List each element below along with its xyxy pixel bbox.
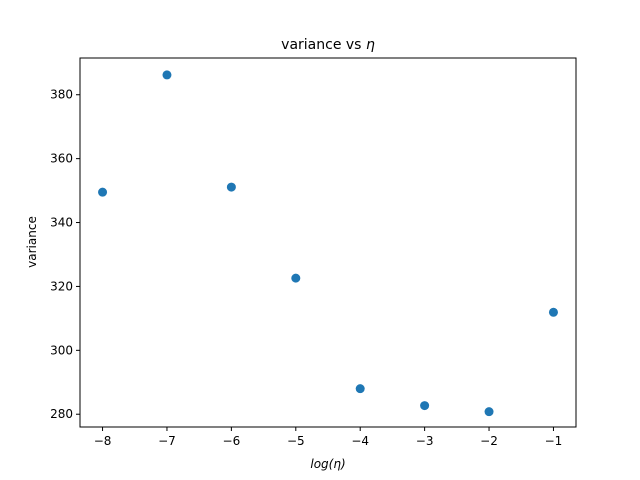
- data-point: [291, 273, 301, 283]
- x-tick-label: −2: [480, 434, 498, 448]
- data-points: [98, 70, 558, 417]
- data-point: [355, 384, 365, 394]
- chart-title-symbol: η: [366, 37, 375, 53]
- chart-title-text: variance vs: [281, 37, 366, 53]
- y-axis: 280 300 320 340 360 380: [50, 88, 80, 421]
- x-axis: −8 −7 −6 −5 −4 −3 −2 −1: [94, 427, 563, 448]
- x-axis-label: log(η): [310, 457, 345, 471]
- x-tick-label: −3: [416, 434, 434, 448]
- x-tick-label: −4: [351, 434, 369, 448]
- data-point: [162, 70, 172, 80]
- x-tick-label: −7: [158, 434, 176, 448]
- chart-title: variance vs η: [281, 37, 375, 53]
- data-point: [98, 187, 108, 197]
- y-tick-label: 320: [50, 279, 73, 293]
- y-axis-label: variance: [25, 216, 39, 268]
- x-tick-label: −1: [545, 434, 563, 448]
- data-point: [420, 401, 430, 411]
- y-tick-label: 380: [50, 88, 73, 102]
- plot-area-frame: [79, 57, 577, 428]
- x-tick-label: −8: [94, 434, 112, 448]
- y-tick-label: 300: [50, 343, 73, 357]
- data-point: [548, 307, 558, 317]
- y-tick-label: 340: [50, 216, 73, 230]
- y-tick-label: 360: [50, 152, 73, 166]
- data-point: [484, 407, 494, 417]
- data-point: [226, 182, 236, 192]
- y-tick-label: 280: [50, 407, 73, 421]
- x-tick-label: −5: [287, 434, 305, 448]
- x-tick-label: −6: [223, 434, 241, 448]
